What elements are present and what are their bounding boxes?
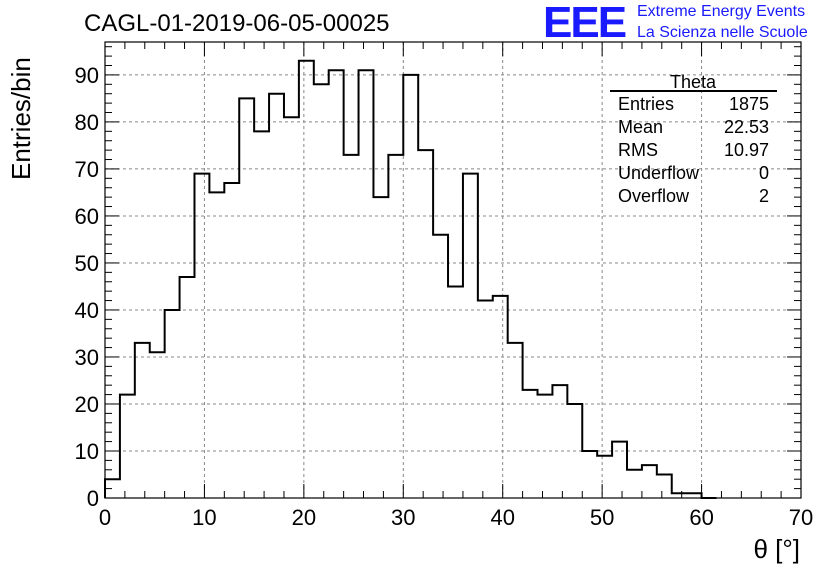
y-tick-label: 10 xyxy=(75,439,99,464)
x-tick-label: 20 xyxy=(292,505,316,530)
y-tick-label: 0 xyxy=(87,486,99,511)
stats-value: 22.53 xyxy=(724,117,769,137)
stats-value: 2 xyxy=(759,186,769,206)
x-tick-label: 40 xyxy=(490,505,514,530)
histogram-outline xyxy=(104,59,717,499)
stats-label: Underflow xyxy=(618,163,700,183)
stats-label: Overflow xyxy=(618,186,690,206)
x-tick-label: 10 xyxy=(192,505,216,530)
x-tick-label: 50 xyxy=(590,505,614,530)
stats-box: Theta Entries 1875 Mean 22.53 RMS 10.97 Underf… xyxy=(610,72,777,206)
stats-value: 10.97 xyxy=(724,140,769,160)
stats-value: 0 xyxy=(759,163,769,183)
x-tick-label: 30 xyxy=(391,505,415,530)
stats-label: RMS xyxy=(618,140,658,160)
page-title: CAGL-01-2019-06-05-00025 xyxy=(84,10,390,37)
stats-value: 1875 xyxy=(729,94,769,114)
x-axis-label: θ [°] xyxy=(753,534,800,564)
stats-label: Mean xyxy=(618,117,663,137)
y-tick-label: 30 xyxy=(75,345,99,370)
y-tick-label: 90 xyxy=(75,63,99,88)
y-tick-label: 40 xyxy=(75,298,99,323)
plot-frame xyxy=(104,41,802,499)
y-tick-label: 50 xyxy=(75,251,99,276)
x-tick-label: 0 xyxy=(99,505,111,530)
grid-lines xyxy=(105,42,801,498)
y-tick-label: 80 xyxy=(75,110,99,135)
logo-line-1: Extreme Energy Events xyxy=(637,3,806,20)
y-tick-label: 70 xyxy=(75,157,99,182)
axis-ticks xyxy=(104,42,802,499)
x-tick-label: 70 xyxy=(789,505,813,530)
stats-label: Entries xyxy=(618,94,674,114)
logo-line-2: La Scienza nelle Scuole xyxy=(637,24,808,41)
stats-title: Theta xyxy=(670,72,717,92)
y-axis-label: Entries/bin xyxy=(6,57,36,180)
y-tick-label: 60 xyxy=(75,204,99,229)
stats-rows: Entries 1875 Mean 22.53 RMS 10.97 Underflow 0 Ov… xyxy=(618,94,769,206)
y-tick-label: 20 xyxy=(75,392,99,417)
eee-logo: EEE xyxy=(543,0,627,47)
x-tick-label: 60 xyxy=(689,505,713,530)
